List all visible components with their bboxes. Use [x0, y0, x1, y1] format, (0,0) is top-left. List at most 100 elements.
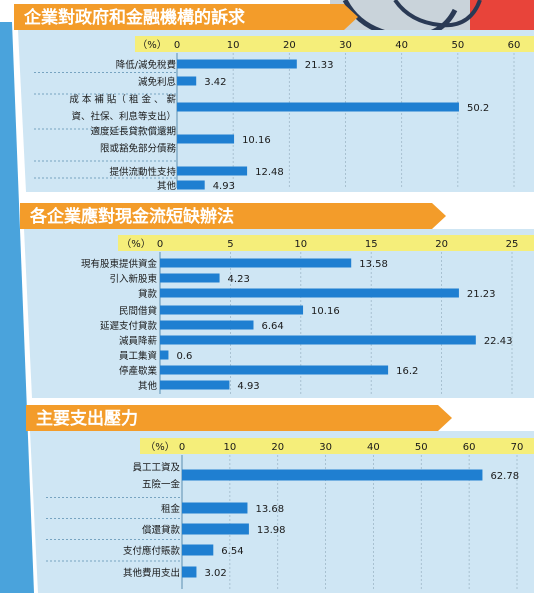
category-label: 提供流動性支持	[109, 166, 176, 178]
x-tick-label: 20	[283, 40, 296, 51]
value-label: 21.23	[467, 289, 496, 300]
bar	[160, 273, 220, 283]
bar	[160, 380, 230, 390]
category-label: 償還貸款	[142, 524, 181, 536]
axis-band	[118, 235, 534, 251]
value-label: 13.68	[255, 504, 284, 515]
x-tick-label: 60	[463, 442, 476, 453]
x-tick-label: 10	[223, 442, 236, 453]
x-tick-label: 0	[179, 442, 185, 453]
x-tick-label: 50	[451, 40, 464, 51]
category-label: 員工集資	[119, 350, 157, 362]
category-label: 員工工資及	[132, 462, 180, 474]
category-label: 現有股東提供資金	[81, 258, 158, 270]
category-label: 五險一金	[142, 479, 181, 491]
category-label: 減免利息	[138, 76, 176, 88]
bar	[177, 134, 235, 144]
x-tick-label: 10	[227, 40, 240, 51]
category-label: 民間借貸	[119, 305, 157, 317]
chart-1: 企業對政府和金融機構的訴求 （%） 0 10 20 30 40 50 60 降低/減免稅費 21.3…	[14, 4, 534, 192]
value-label: 6.54	[221, 546, 243, 557]
bar	[177, 102, 459, 112]
category-label: 支付應付賬款	[123, 545, 181, 557]
bar	[182, 502, 248, 514]
bar	[160, 305, 304, 315]
category-label: 引入新股東	[109, 273, 157, 285]
bar	[182, 523, 249, 535]
bar	[160, 335, 476, 345]
x-tick-label: 15	[365, 239, 378, 250]
bar	[182, 566, 197, 578]
chart-title-banner	[20, 203, 446, 229]
bar	[177, 166, 248, 176]
x-tick-label: 20	[435, 239, 448, 250]
value-label: 4.93	[237, 381, 259, 392]
x-tick-label: 25	[506, 239, 519, 250]
category-label: 減員降薪	[119, 335, 158, 347]
axis-unit-label: （%）	[137, 39, 167, 51]
x-tick-label: 70	[511, 442, 524, 453]
category-label: 停產歇業	[119, 365, 158, 377]
category-label: 成 本 補 貼（ 租 金 、 薪	[69, 94, 176, 106]
value-label: 22.43	[484, 336, 513, 347]
axis-unit-label: （%）	[121, 238, 151, 250]
axis-unit-label: （%）	[145, 441, 175, 453]
x-tick-label: 40	[367, 442, 380, 453]
bar	[177, 59, 297, 69]
x-tick-label: 60	[508, 40, 521, 51]
category-label: 其他	[138, 380, 158, 392]
value-label: 13.58	[359, 259, 388, 270]
category-label: 其他	[157, 180, 177, 192]
value-label: 16.2	[396, 366, 418, 377]
x-tick-label: 30	[319, 442, 332, 453]
category-label: 資、社保、利息等支出）	[71, 111, 176, 123]
category-label: 租金	[161, 503, 181, 515]
bar	[160, 288, 459, 298]
value-label: 10.16	[242, 135, 271, 146]
x-tick-label: 0	[174, 40, 180, 51]
chart-2: 各企業應對現金流短缺辦法 （%） 0 5 10 15 20 25 現有股東提供資金 13.58 引入…	[20, 203, 534, 398]
x-tick-label: 10	[294, 239, 307, 250]
chart-title: 企業對政府和金融機構的訴求	[23, 7, 245, 28]
axis-band	[135, 36, 534, 52]
bar	[160, 350, 169, 360]
value-label: 3.02	[204, 568, 226, 579]
bar	[160, 365, 389, 375]
bar	[177, 180, 205, 190]
x-tick-label: 30	[339, 40, 352, 51]
category-label: 貸款	[138, 288, 158, 300]
axis-band	[140, 438, 534, 454]
x-tick-label: 40	[395, 40, 408, 51]
bar	[182, 544, 214, 556]
x-tick-label: 5	[227, 239, 233, 250]
chart-title-banner	[26, 405, 452, 431]
value-label: 4.93	[213, 181, 235, 192]
bar	[177, 76, 197, 86]
category-label: 降低/減免稅費	[116, 59, 176, 71]
chart-title-banner	[14, 4, 358, 30]
x-tick-label: 0	[157, 239, 163, 250]
value-label: 10.16	[311, 306, 340, 317]
value-label: 6.64	[261, 321, 283, 332]
bar	[160, 320, 254, 330]
category-label: 適度延長貸款償還期	[90, 126, 176, 138]
value-label: 4.23	[228, 274, 250, 285]
value-label: 13.98	[257, 525, 286, 536]
chart-title: 各企業應對現金流短缺辦法	[29, 206, 234, 227]
value-label: 50.2	[467, 103, 489, 114]
left-strip	[0, 22, 34, 593]
value-label: 0.6	[176, 351, 192, 362]
category-label: 延遲支付貸款	[100, 320, 158, 332]
value-label: 21.33	[305, 60, 334, 71]
value-label: 3.42	[204, 77, 226, 88]
x-tick-label: 50	[415, 442, 428, 453]
chart-title: 主要支出壓力	[36, 408, 138, 429]
x-tick-label: 20	[271, 442, 284, 453]
value-label: 62.78	[490, 471, 519, 482]
bar	[182, 469, 483, 481]
category-label: 限或豁免部分債務	[100, 143, 177, 155]
value-label: 12.48	[255, 167, 284, 178]
bar	[160, 258, 352, 268]
